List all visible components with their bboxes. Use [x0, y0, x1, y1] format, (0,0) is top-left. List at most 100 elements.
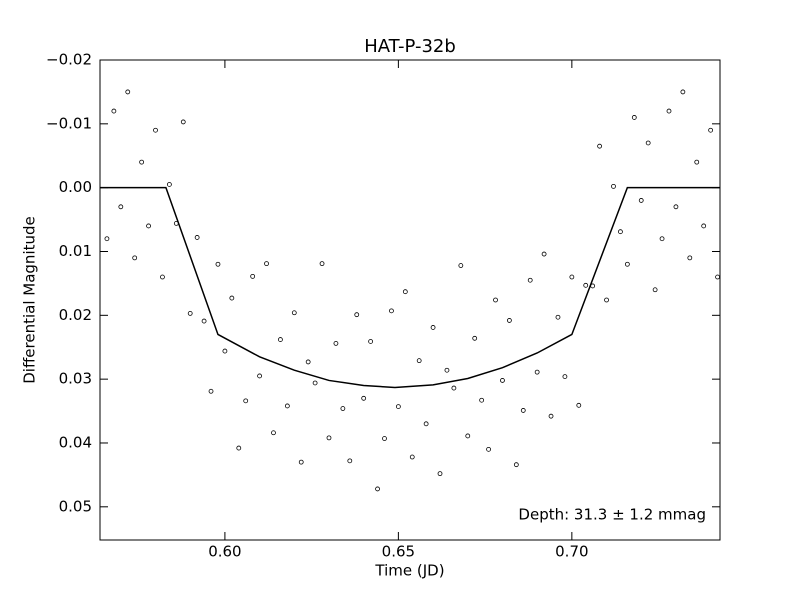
x-tick-label: 0.60 — [208, 543, 241, 561]
data-point — [527, 277, 533, 283]
x-axis-label: Time (JD) — [374, 562, 444, 580]
data-point — [409, 454, 415, 460]
y-tick-label: 0.01 — [59, 242, 92, 260]
data-point — [715, 274, 720, 280]
data-point — [298, 459, 304, 465]
data-point — [562, 374, 568, 379]
data-point — [479, 397, 485, 403]
data-point — [284, 403, 290, 409]
data-point — [208, 388, 214, 394]
data-point — [555, 314, 561, 320]
data-point — [430, 325, 436, 330]
data-point — [222, 348, 228, 354]
data-point — [444, 367, 450, 373]
data-point — [361, 395, 367, 401]
data-point — [264, 261, 269, 267]
data-point — [326, 435, 332, 441]
data-point — [638, 198, 644, 203]
data-point — [652, 287, 658, 293]
model-line — [100, 186, 720, 389]
y-tick-label: 0.04 — [59, 433, 92, 451]
data-point — [493, 297, 498, 303]
data-point — [333, 341, 339, 346]
y-axis-label: Differential Magnitude — [21, 216, 39, 384]
data-point — [160, 274, 165, 280]
data-point — [278, 337, 283, 342]
data-point — [271, 430, 276, 436]
data-point — [548, 413, 554, 419]
data-point — [673, 204, 679, 210]
data-point — [340, 406, 346, 411]
plot-frame — [99, 59, 721, 541]
data-point — [534, 369, 540, 375]
data-point — [201, 318, 207, 324]
data-point — [645, 140, 651, 146]
chart-title: HAT-P-32b — [364, 36, 456, 57]
data-point — [687, 255, 693, 261]
x-tick-label: 0.70 — [555, 543, 588, 561]
data-point — [395, 404, 401, 409]
data-point — [319, 261, 325, 267]
data-point — [507, 318, 512, 323]
data-point — [104, 236, 110, 242]
data-point — [701, 223, 707, 229]
data-point — [583, 282, 589, 288]
data-point — [416, 358, 422, 364]
annotation: Depth: 31.3 ± 1.2 mmag — [518, 506, 706, 524]
data-point — [187, 311, 193, 316]
data-point — [604, 297, 609, 303]
data-point — [125, 89, 131, 95]
data-point — [423, 421, 429, 427]
data-point — [236, 445, 242, 451]
y-tick-label: 0.00 — [59, 178, 92, 196]
data-point — [472, 335, 478, 341]
data-point — [597, 143, 603, 149]
data-point — [146, 223, 151, 229]
data-point — [666, 108, 672, 114]
data-point — [153, 127, 158, 133]
y-tick-label: −0.01 — [46, 114, 92, 132]
data-point — [250, 273, 256, 279]
data-point — [659, 236, 665, 242]
data-point — [631, 115, 637, 120]
data-point — [624, 261, 630, 267]
data-point — [680, 89, 686, 95]
data-point — [458, 263, 464, 268]
data-point — [513, 462, 519, 468]
data-point — [520, 408, 526, 413]
data-point — [139, 159, 145, 165]
data-point — [382, 436, 387, 441]
data-point — [618, 229, 623, 235]
data-point — [402, 289, 408, 295]
data-point — [166, 182, 172, 187]
data-point — [375, 486, 380, 492]
data-point — [229, 295, 235, 301]
data-point — [132, 255, 138, 261]
data-point — [541, 251, 547, 257]
data-point — [118, 204, 124, 210]
data-point — [569, 274, 575, 280]
data-point — [312, 380, 318, 386]
data-point — [465, 433, 471, 439]
y-tick-label: 0.05 — [59, 497, 92, 515]
data-point — [194, 235, 200, 240]
data-point — [305, 359, 311, 365]
data-point — [243, 398, 249, 404]
x-tick-label: 0.65 — [382, 543, 415, 561]
data-point — [576, 402, 582, 408]
data-point — [500, 378, 505, 383]
data-point — [708, 127, 714, 133]
data-point — [611, 183, 616, 189]
data-point — [180, 119, 186, 125]
data-point — [451, 385, 457, 391]
y-tick-label: 0.03 — [59, 370, 92, 388]
data-point — [694, 159, 700, 165]
data-point — [347, 458, 353, 464]
data-point — [368, 339, 374, 344]
data-point — [486, 446, 491, 452]
y-tick-label: −0.02 — [46, 51, 92, 69]
y-tick-label: 0.02 — [59, 306, 92, 324]
data-point — [111, 108, 117, 114]
